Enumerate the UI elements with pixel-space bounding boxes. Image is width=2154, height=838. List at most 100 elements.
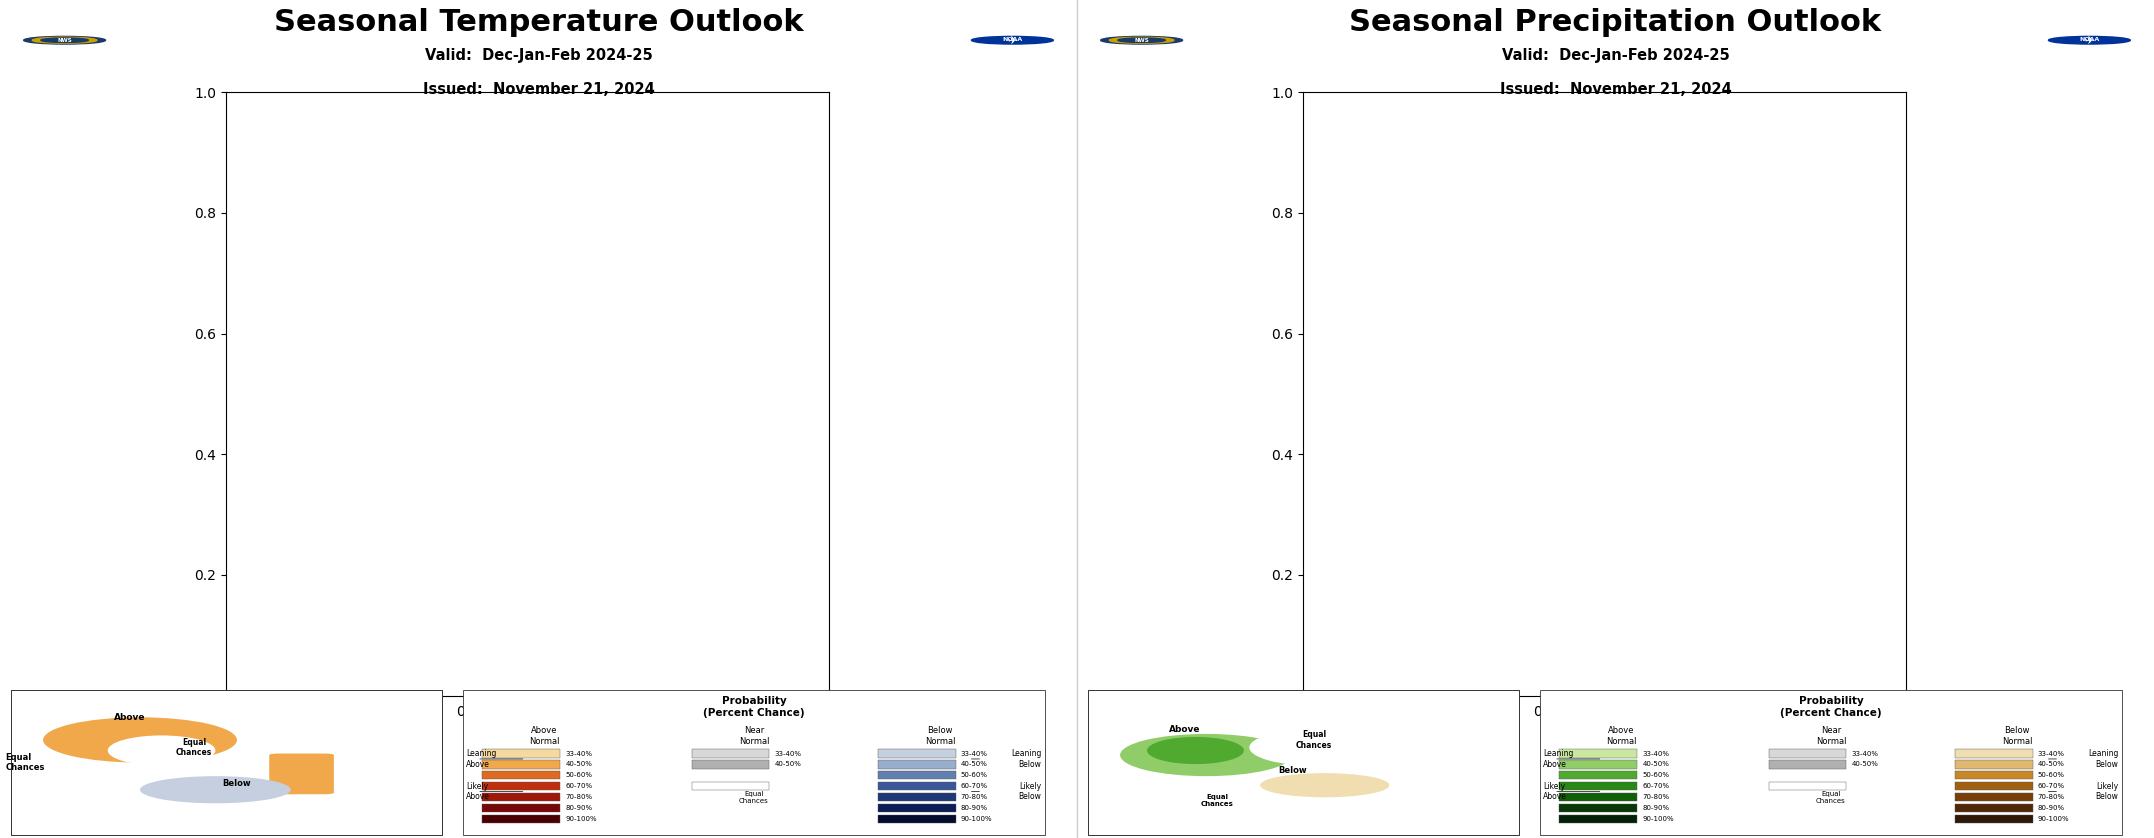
Text: Above: Above (1170, 725, 1200, 734)
Text: Above
Normal: Above Normal (1607, 727, 1637, 746)
Text: 90-100%: 90-100% (2038, 815, 2070, 822)
Text: 50-60%: 50-60% (961, 773, 989, 779)
Text: Likely
Above: Likely Above (1542, 782, 1568, 801)
Text: ✈: ✈ (2085, 36, 2094, 46)
Text: Issued:  November 21, 2024: Issued: November 21, 2024 (422, 82, 655, 97)
Text: Probability
(Percent Chance): Probability (Percent Chance) (1779, 696, 1883, 718)
Text: Likely
Above: Likely Above (465, 782, 491, 801)
Text: Leaning
Above: Leaning Above (465, 749, 498, 768)
Text: 60-70%: 60-70% (1644, 784, 1669, 789)
Text: Above
Normal: Above Normal (530, 727, 560, 746)
Text: Likely
Below: Likely Below (2096, 782, 2117, 801)
Text: 60-70%: 60-70% (564, 784, 592, 789)
Bar (1956, 793, 2033, 801)
Text: NWS: NWS (58, 38, 71, 43)
Text: Leaning
Below: Leaning Below (2087, 749, 2117, 768)
Text: 40-50%: 40-50% (2038, 762, 2066, 768)
Circle shape (1109, 37, 1174, 44)
Bar (482, 760, 560, 768)
Bar (1088, 691, 1519, 835)
Text: Below
Normal: Below Normal (2001, 727, 2031, 746)
Bar (1956, 804, 2033, 812)
Bar (482, 804, 560, 812)
Bar (1559, 782, 1637, 790)
Ellipse shape (140, 776, 291, 804)
Text: 40-50%: 40-50% (775, 762, 801, 768)
Circle shape (971, 36, 1053, 44)
Bar (1768, 760, 1846, 768)
Bar (1956, 782, 2033, 790)
Ellipse shape (1148, 737, 1245, 764)
Bar (482, 771, 560, 779)
Bar (482, 815, 560, 823)
Bar (1540, 691, 2122, 835)
Text: 60-70%: 60-70% (961, 784, 989, 789)
Bar (1768, 782, 1846, 790)
Text: Equal
Chances: Equal Chances (739, 791, 769, 804)
Bar (482, 782, 560, 790)
Bar (1768, 749, 1846, 758)
Circle shape (41, 38, 88, 43)
Bar (1956, 760, 2033, 768)
Text: 50-60%: 50-60% (1644, 773, 1669, 779)
Text: Issued:  November 21, 2024: Issued: November 21, 2024 (1499, 82, 1732, 97)
Bar (1559, 815, 1637, 823)
Text: 70-80%: 70-80% (564, 794, 592, 800)
Text: 60-70%: 60-70% (2038, 784, 2066, 789)
Bar (691, 749, 769, 758)
Circle shape (2048, 36, 2130, 44)
Bar (11, 691, 442, 835)
Bar (1088, 691, 1519, 835)
Text: 90-100%: 90-100% (564, 815, 597, 822)
Text: 70-80%: 70-80% (2038, 794, 2066, 800)
Bar (1559, 760, 1637, 768)
Circle shape (32, 37, 97, 44)
Bar (691, 782, 769, 790)
Ellipse shape (108, 736, 215, 766)
Text: 70-80%: 70-80% (1644, 794, 1669, 800)
Text: 70-80%: 70-80% (961, 794, 989, 800)
Text: Below: Below (1277, 766, 1307, 774)
Circle shape (24, 36, 106, 44)
Text: 80-90%: 80-90% (2038, 804, 2066, 811)
Text: 33-40%: 33-40% (961, 751, 989, 757)
FancyBboxPatch shape (269, 753, 334, 794)
Text: Below
Normal: Below Normal (924, 727, 954, 746)
Text: 80-90%: 80-90% (1644, 804, 1669, 811)
Bar (691, 760, 769, 768)
Bar (879, 782, 956, 790)
Bar (1559, 771, 1637, 779)
Text: 33-40%: 33-40% (2038, 751, 2066, 757)
Text: Valid:  Dec-Jan-Feb 2024-25: Valid: Dec-Jan-Feb 2024-25 (1501, 49, 1730, 63)
Circle shape (1118, 38, 1165, 43)
Bar (11, 691, 442, 835)
Bar (879, 749, 956, 758)
Text: NOAA: NOAA (2079, 37, 2100, 42)
Text: 33-40%: 33-40% (1852, 751, 1878, 757)
Text: Probability
(Percent Chance): Probability (Percent Chance) (702, 696, 806, 718)
Bar (1956, 771, 2033, 779)
Text: Near
Normal: Near Normal (739, 727, 769, 746)
Bar (1559, 804, 1637, 812)
Text: Seasonal Temperature Outlook: Seasonal Temperature Outlook (274, 8, 803, 37)
Ellipse shape (1120, 734, 1292, 776)
Text: Likely
Below: Likely Below (1019, 782, 1043, 801)
Text: Valid:  Dec-Jan-Feb 2024-25: Valid: Dec-Jan-Feb 2024-25 (424, 49, 653, 63)
Text: 33-40%: 33-40% (1644, 751, 1669, 757)
Text: Equal
Chances: Equal Chances (177, 737, 211, 758)
Bar (879, 815, 956, 823)
Text: 40-50%: 40-50% (1644, 762, 1669, 768)
Text: Leaning
Below: Leaning Below (1010, 749, 1043, 768)
Bar (879, 793, 956, 801)
Text: Equal
Chances: Equal Chances (1297, 730, 1331, 750)
Text: Seasonal Precipitation Outlook: Seasonal Precipitation Outlook (1348, 8, 1883, 37)
Text: ✈: ✈ (1008, 36, 1017, 46)
Text: NOAA: NOAA (1002, 37, 1023, 42)
Circle shape (1101, 36, 1183, 44)
Text: 40-50%: 40-50% (564, 762, 592, 768)
Text: 50-60%: 50-60% (2038, 773, 2066, 779)
Text: Above: Above (114, 713, 144, 722)
Text: 40-50%: 40-50% (1852, 762, 1878, 768)
Text: 90-100%: 90-100% (1644, 815, 1674, 822)
Text: 90-100%: 90-100% (961, 815, 993, 822)
